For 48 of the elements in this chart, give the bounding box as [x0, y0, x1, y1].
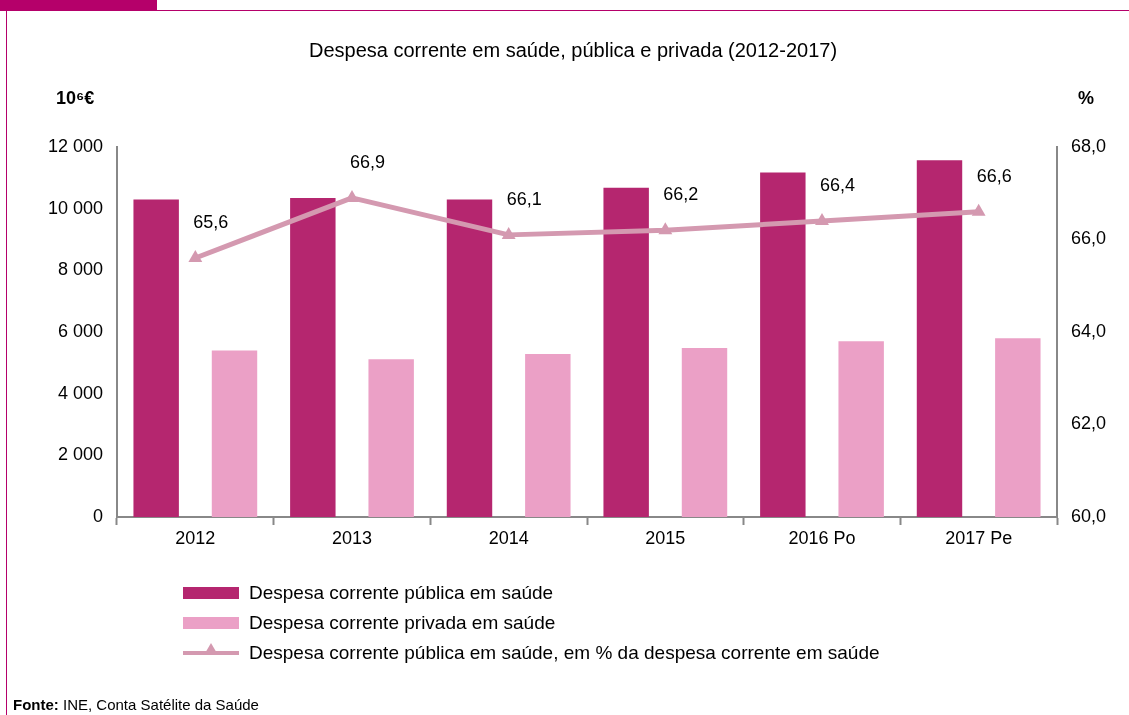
bar — [133, 199, 179, 517]
bar — [760, 172, 806, 517]
legend-label: Despesa corrente pública em saúde, em % da despesa corrente em saúde — [249, 642, 880, 664]
y-axis-title: 10⁶€ — [56, 88, 95, 108]
point — [971, 203, 986, 216]
chart-title: Despesa corrente em saúde, pública e privada (2012-2017) — [308, 39, 838, 61]
bar — [916, 160, 963, 517]
x-tick-label: 2017 Pe — [945, 527, 1013, 548]
y-tick-label: 0 — [92, 505, 103, 526]
point — [815, 213, 829, 225]
bar — [368, 359, 414, 517]
y-tick-label: 6 000 — [57, 320, 103, 341]
data-label: 66,2 — [663, 184, 699, 205]
point — [188, 250, 203, 262]
point — [658, 222, 673, 235]
y2-tick-label: 64,0 — [1071, 320, 1107, 341]
y-tick-label: 10 000 — [47, 197, 103, 218]
bar — [995, 338, 1041, 517]
bar — [290, 197, 336, 517]
legend-label: Despesa corrente privada em saúde — [249, 612, 556, 634]
x-tick-label: 2014 — [488, 527, 529, 548]
data-label: 65,6 — [193, 212, 229, 232]
source-note: Fonte: INE, Conta Satélite da Saúde — [13, 696, 259, 713]
y2-axis-title: % — [1078, 88, 1095, 108]
y2-tick-label: 66,0 — [1071, 228, 1107, 249]
y-tick-label: 12 000 — [47, 135, 103, 156]
x-tick-label: 2016 Po — [788, 527, 856, 548]
data-label: 66,1 — [506, 188, 542, 209]
y2-tick-label: 62,0 — [1071, 413, 1107, 434]
data-label: 66,6 — [976, 165, 1012, 186]
point — [501, 226, 516, 239]
bar — [603, 187, 649, 517]
y2-tick-label: 68,0 — [1071, 135, 1107, 156]
x-tick-label: 2012 — [175, 527, 216, 548]
bar — [446, 199, 493, 517]
y-tick-label: 4 000 — [57, 382, 103, 403]
data-label: 66,9 — [350, 151, 386, 172]
legend-label: Despesa corrente pública em saúde — [249, 582, 554, 604]
y-tick-label: 2 000 — [57, 444, 103, 465]
y2-tick-label: 60,0 — [1071, 505, 1107, 526]
bar — [525, 353, 571, 517]
bar — [211, 350, 258, 517]
y-tick-label: 8 000 — [57, 259, 103, 280]
x-tick-label: 2015 — [645, 527, 686, 548]
data-label: 66,4 — [820, 175, 856, 195]
bar — [681, 348, 728, 517]
bar — [838, 341, 884, 517]
x-tick-label: 2013 — [331, 527, 373, 548]
